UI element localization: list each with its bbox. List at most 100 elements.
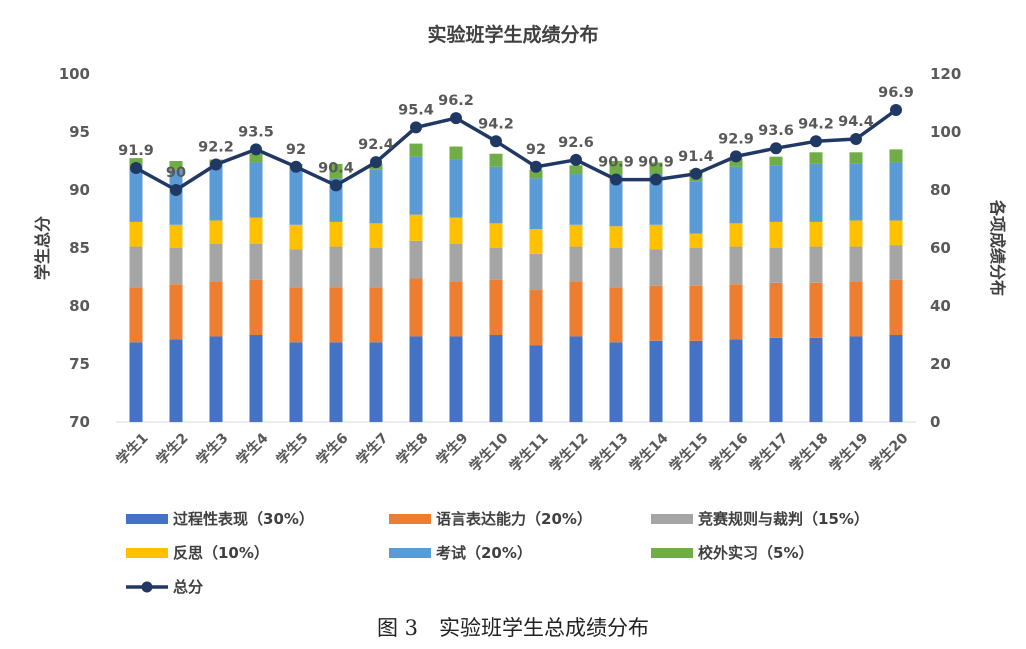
bar-segment [289, 224, 303, 250]
bar-segment [289, 169, 303, 225]
bar-segment [729, 246, 743, 285]
legend-swatch [389, 548, 431, 558]
legend-swatch [651, 548, 693, 558]
bar-segment [529, 345, 543, 422]
bar-segment [409, 214, 423, 241]
bar-segment [849, 152, 863, 164]
left-tick-label: 100 [59, 65, 90, 83]
bar-segment [529, 178, 543, 230]
bar-segment [849, 336, 863, 422]
bar-segment [609, 287, 623, 343]
bar-segment [809, 246, 823, 283]
bar-segment [169, 161, 183, 170]
bar-segment [889, 245, 903, 280]
total-point [450, 112, 462, 125]
legend-label: 语言表达能力（20%） [436, 510, 592, 528]
bar-segment [369, 223, 383, 248]
total-data-label: 93.5 [238, 124, 274, 140]
total-data-label: 91.9 [118, 143, 154, 159]
bar-segment [849, 246, 863, 282]
legend-label: 考试（20%） [436, 544, 532, 562]
x-category-label: 学生4 [233, 429, 272, 468]
x-category-label: 学生19 [826, 430, 872, 476]
bar-segment [809, 152, 823, 164]
bar-segment [409, 156, 423, 215]
bar-segment [449, 146, 463, 160]
bar-segment [369, 287, 383, 343]
bar-segment [449, 159, 463, 218]
right-axis-label: 各项成绩分布 [988, 199, 1007, 296]
total-data-label: 94.2 [478, 116, 514, 132]
x-category-label: 学生9 [433, 430, 472, 469]
bar-segment [249, 217, 263, 244]
bar-segment [249, 279, 263, 335]
bar-segment [689, 181, 703, 234]
bar-segment [489, 248, 503, 280]
left-tick-label: 70 [69, 413, 90, 431]
total-point [730, 150, 742, 163]
bar-segment [209, 281, 223, 337]
bar-segment [809, 221, 823, 247]
x-category-label: 学生1 [113, 430, 152, 469]
bar-segment [889, 149, 903, 163]
bar-segment [289, 287, 303, 343]
x-category-label: 学生14 [626, 429, 672, 475]
left-tick-label: 90 [69, 181, 90, 199]
right-tick-label: 120 [930, 65, 961, 83]
bar-segment [849, 220, 863, 247]
total-line [135, 108, 898, 192]
left-tick-label: 95 [69, 123, 90, 141]
bar-segment [169, 284, 183, 340]
legend-swatch [651, 514, 693, 524]
right-tick-label: 100 [930, 123, 961, 141]
total-data-label: 92.6 [558, 135, 594, 151]
bar-segment [809, 337, 823, 422]
chart-title: 实验班学生成绩分布 [427, 23, 598, 46]
bar-segment [889, 335, 903, 422]
bar-segment [529, 169, 543, 179]
bar-segment [489, 223, 503, 248]
bar-segment [609, 342, 623, 422]
bar-segment [129, 166, 143, 222]
legend-swatch [126, 514, 168, 524]
right-tick-label: 20 [930, 355, 951, 373]
total-data-label: 96.2 [438, 93, 474, 109]
total-point [130, 161, 142, 174]
bar-segment [649, 224, 663, 250]
bar-segment [649, 249, 663, 286]
bar-segment [649, 285, 663, 341]
right-tick-label: 40 [930, 297, 951, 315]
bar-segment [129, 342, 143, 422]
x-category-label: 学生8 [393, 430, 432, 469]
category-labels: 学生1 学生2 学生3 学生4 学生5 学生6 学生7 学生8 学生9学生10学生11学生12学… [113, 429, 912, 475]
total-data-label: 92 [526, 142, 546, 158]
x-category-label: 学生20 [866, 429, 912, 475]
total-data-label: 92.4 [358, 137, 394, 153]
bar-segment [129, 246, 143, 288]
bar-segment [809, 163, 823, 222]
total-data-label: 92 [286, 142, 306, 158]
bar-segment [409, 336, 423, 422]
x-category-label: 学生7 [353, 430, 392, 469]
left-axis: 70 75 80 85 90 95 100 [59, 65, 90, 431]
bar-segment [769, 221, 783, 248]
bar-segment [609, 226, 623, 248]
bar-segment [529, 253, 543, 291]
bar-segment [129, 287, 143, 343]
total-point [170, 184, 182, 196]
right-tick-label: 0 [930, 413, 940, 431]
total-point [490, 135, 502, 148]
total-point [610, 173, 622, 186]
total-point [210, 158, 222, 171]
bar-segment [489, 335, 503, 422]
total-point [690, 167, 702, 180]
x-category-label: 学生16 [706, 430, 752, 476]
bar-segment [569, 336, 583, 422]
bar-segment [649, 174, 663, 225]
total-point [810, 135, 822, 148]
bar-series-group [129, 143, 903, 422]
bar-segment [449, 336, 463, 422]
bar-segment [249, 162, 263, 218]
total-data-label: 92.9 [718, 131, 754, 147]
